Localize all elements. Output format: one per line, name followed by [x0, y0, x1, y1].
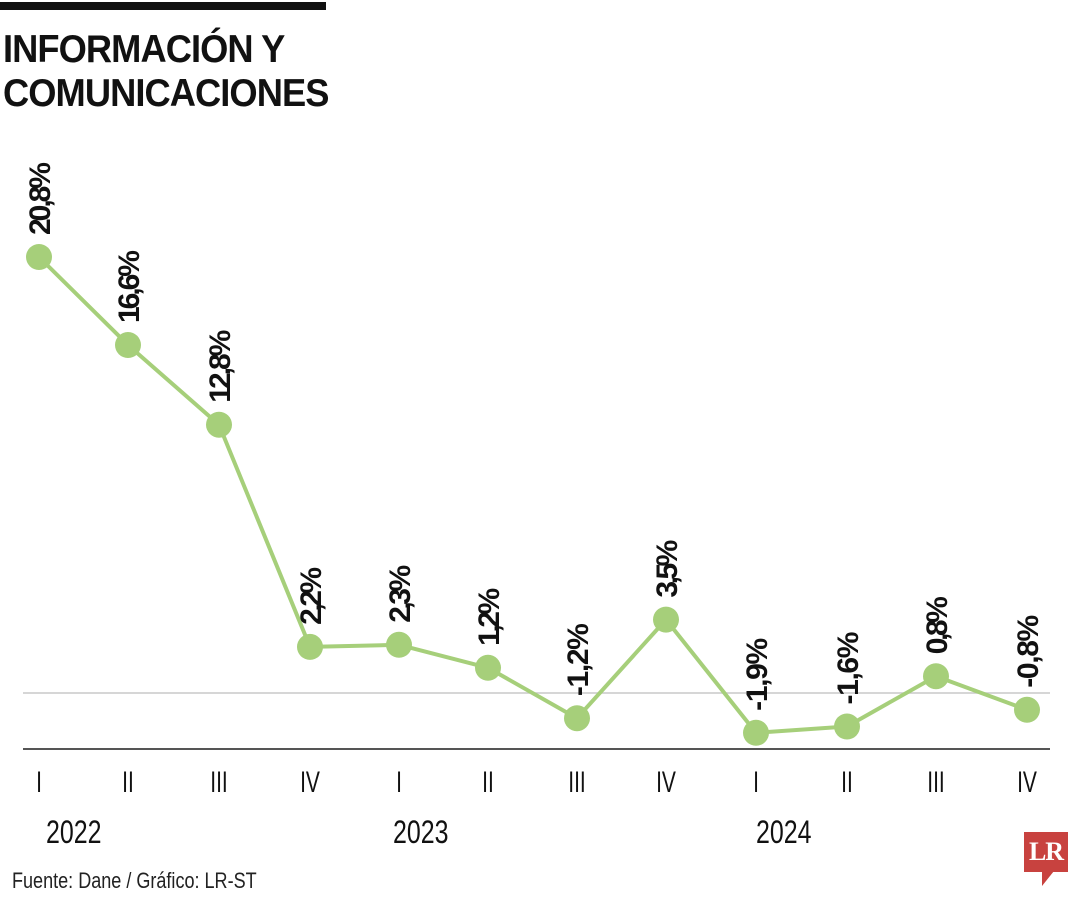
- data-point-marker: [653, 606, 679, 633]
- data-value-label: 0,8%: [921, 596, 954, 654]
- x-axis-quarter-label: III: [927, 766, 945, 799]
- x-axis-quarter-label: I: [396, 766, 402, 799]
- data-value-label: 2,3%: [384, 565, 417, 623]
- x-axis-quarter-label: I: [36, 766, 42, 799]
- data-point-marker: [1014, 696, 1040, 723]
- year-label-2022: 2022: [46, 814, 102, 850]
- data-point-marker: [206, 411, 232, 438]
- data-value-label: -1,2%: [562, 623, 595, 696]
- value-labels: 20,8% 16,6% 12,8% 2,2% 2,3% 1,2% -1,2% 3,5% -1,9…: [24, 162, 1045, 711]
- data-value-label: 20,8%: [24, 162, 57, 235]
- data-value-label: 1,2%: [473, 588, 506, 646]
- x-axis-quarter-label: II: [841, 766, 853, 799]
- data-value-label: 16,6%: [113, 250, 146, 323]
- data-value-label: 2,2%: [295, 567, 328, 625]
- year-label-2024: 2024: [756, 814, 812, 850]
- data-point-marker: [297, 633, 323, 660]
- data-value-label: 12,8%: [204, 330, 237, 403]
- data-value-label: -1,9%: [741, 638, 774, 711]
- data-point-marker: [26, 244, 52, 270]
- data-point-marker: [564, 705, 590, 732]
- title-line-2: COMUNICACIONES: [3, 72, 329, 115]
- data-point-marker: [475, 654, 501, 681]
- top-rule: [0, 2, 326, 10]
- data-value-label: 3,5%: [651, 540, 684, 598]
- data-point-marker: [386, 631, 412, 658]
- data-point-marker: [834, 713, 860, 740]
- year-label-2023: 2023: [393, 814, 449, 850]
- x-axis-quarter-label: IV: [1017, 766, 1037, 799]
- x-axis-quarter-label: III: [210, 766, 228, 799]
- x-axis-quarter-label: IV: [300, 766, 320, 799]
- x-axis-quarter-label: III: [568, 766, 586, 799]
- chart-title: INFORMACIÓN Y COMUNICACIONES: [3, 28, 329, 116]
- source-note: Fuente: Dane / Gráfico: LR-ST: [12, 868, 257, 893]
- data-point-marker: [115, 332, 141, 358]
- data-point-marker: [923, 663, 949, 690]
- data-markers: [26, 244, 1040, 746]
- x-axis-quarter-label: II: [122, 766, 134, 799]
- lr-logo: LR: [1024, 832, 1068, 872]
- x-axis-quarter-label: II: [482, 766, 494, 799]
- data-point-marker: [743, 719, 769, 746]
- x-axis-quarter-label: I: [753, 766, 759, 799]
- data-value-label: -0,8%: [1012, 615, 1045, 688]
- title-line-1: INFORMACIÓN Y: [3, 28, 285, 71]
- series-line: [37, 255, 1028, 735]
- x-axis-quarter-label: IV: [656, 766, 676, 799]
- lr-logo-tail: [1042, 871, 1056, 886]
- data-value-label: -1,6%: [832, 632, 865, 705]
